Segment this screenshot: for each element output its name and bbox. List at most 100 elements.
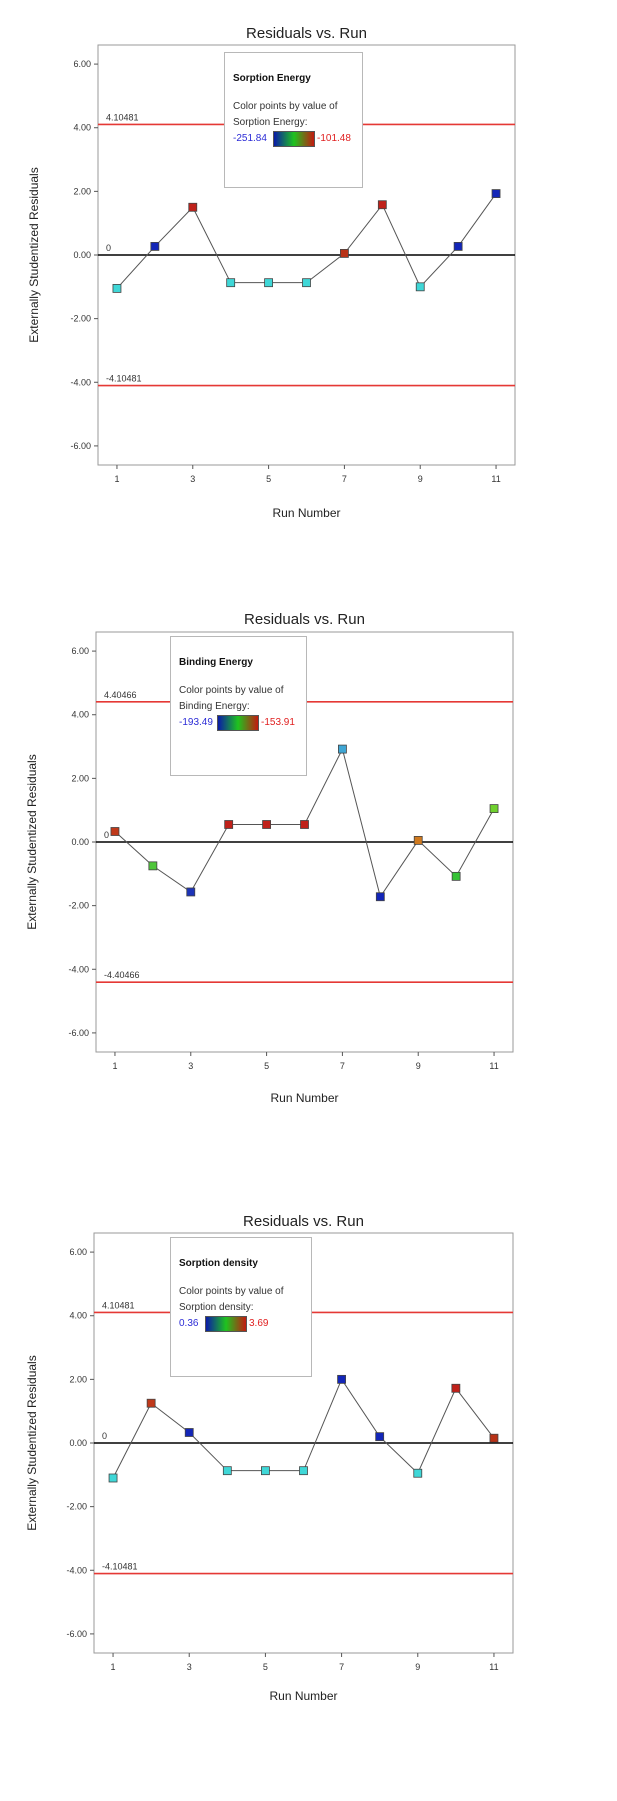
residual-series-line [116,193,497,289]
y-axis-label: Externally Studentized Residuals [27,167,41,342]
y-axis-label: Externally Studentized Residuals [25,754,39,929]
residual-point [302,278,311,288]
chart-svg-3: Residuals vs. Run 6.00 4.00 2.00 0.00 -2.00 -4… [25,1213,514,1703]
x-tick-label: 7 [340,1061,345,1071]
chart-svg-2: Residuals vs. Run 6.00 4.00 2.00 0.00 -2.00 -4… [25,611,514,1105]
x-axis-label: Run Number [269,1689,337,1703]
residual-point [150,242,160,251]
chart-panel-3: Residuals vs. Run 6.00 4.00 2.00 0.00 -2.00 -4… [0,1200,617,1800]
y-tick-label: 4.00 [69,1311,87,1321]
upper-limit-label: 4.10481 [102,1300,135,1310]
legend-min-value: 0.36 [179,1318,199,1329]
upper-limit-label: 4.40466 [104,690,137,700]
lower-limit-label: -4.10481 [106,374,142,384]
residual-point [112,284,122,293]
residual-point [222,1466,232,1476]
x-axis-label: Run Number [272,506,340,520]
residual-point [489,1433,499,1443]
residual-point [375,892,385,902]
legend-box-2: Binding Energy Color points by value of … [170,636,307,776]
residual-point [338,744,347,754]
residual-point [300,820,309,829]
residual-point [337,1374,346,1384]
chart-title: Residuals vs. Run [243,1213,364,1230]
y-tick-label: -2.00 [70,314,91,324]
residual-series-line [112,1378,495,1479]
zero-line-label: 0 [106,243,111,253]
legend-title: Binding Energy [179,657,253,668]
residual-point [491,189,501,198]
y-tick-label: 6.00 [71,646,89,656]
x-tick-label: 11 [491,474,500,484]
chart-title: Residuals vs. Run [244,611,365,628]
residual-point [110,827,120,836]
legend-color-gradient [205,1316,247,1332]
x-tick-label: 5 [263,1662,268,1672]
residual-point [415,282,425,292]
x-axis-label: Run Number [270,1091,338,1105]
chart-svg-1: Residuals vs. Run 6.00 4.00 2.00 0.00 -2.00 -4… [27,25,516,520]
residual-point [188,202,198,212]
residual-point [451,1383,461,1393]
zero-line-label: 0 [104,830,109,840]
legend-variable: Sorption Energy: [233,117,308,128]
legend-variable: Binding Energy: [179,701,250,712]
x-tick-label: 5 [264,1061,269,1071]
x-tick-label: 11 [489,1662,498,1672]
legend-max-value: 3.69 [249,1318,269,1329]
x-tick-label: 11 [489,1061,498,1071]
chart-panel-2: Residuals vs. Run 6.00 4.00 2.00 0.00 -2.00 -4… [0,600,617,1200]
x-tick-label: 9 [415,1662,420,1672]
x-tick-label: 7 [342,474,347,484]
chart-title: Residuals vs. Run [246,25,367,42]
x-tick-label: 9 [418,474,423,484]
residual-point [148,861,158,871]
legend-max-value: -101.48 [317,133,351,144]
residual-point [340,249,349,258]
y-tick-label: 4.00 [73,123,91,133]
legend-max-value: -153.91 [261,717,295,728]
residual-point [224,820,234,829]
y-tick-label: 0.00 [71,837,89,847]
y-tick-label: 2.00 [73,186,91,196]
legend-description: Color points by value of [233,101,338,112]
legend-min-value: -193.49 [179,717,213,728]
legend-box-3: Sorption density Color points by value o… [170,1237,312,1377]
residual-point [299,1466,308,1476]
legend-color-gradient [273,131,315,147]
residual-point [184,1428,194,1437]
legend-box-1: Sorption Energy Color points by value of… [224,52,363,188]
y-tick-label: 2.00 [71,773,89,783]
y-tick-label: 0.00 [73,250,91,260]
legend-description: Color points by value of [179,1286,284,1297]
x-tick-label: 9 [416,1061,421,1071]
residual-point [226,278,236,288]
lower-limit-label: -4.40466 [104,970,140,980]
x-tick-label: 5 [266,474,271,484]
y-tick-label: 2.00 [69,1374,87,1384]
y-tick-label: -6.00 [70,441,91,451]
residual-point [451,871,461,881]
residual-point [413,1468,423,1478]
y-tick-label: 6.00 [69,1247,87,1257]
residual-point [413,836,423,845]
legend-title: Sorption Energy [233,73,311,84]
residual-point [262,820,271,829]
x-tick-label: 7 [339,1662,344,1672]
residual-point [453,242,463,251]
x-tick-label: 3 [190,474,195,484]
x-tick-label: 3 [188,1061,193,1071]
y-tick-label: -4.00 [66,1565,87,1575]
y-tick-label: 0.00 [69,1438,87,1448]
residual-point [146,1398,156,1408]
legend-min-value: -251.84 [233,133,267,144]
chart-panel-1: Residuals vs. Run 6.00 4.00 2.00 0.00 -2.00 -4… [0,0,617,600]
y-tick-label: -6.00 [68,1028,89,1038]
legend-color-gradient [217,715,259,731]
legend-description: Color points by value of [179,685,284,696]
legend-title: Sorption density [179,1258,258,1269]
upper-limit-label: 4.10481 [106,112,139,122]
x-tick-label: 1 [112,1061,117,1071]
y-axis-label: Externally Studentized Residuals [25,1355,39,1530]
lower-limit-label: -4.10481 [102,1562,138,1572]
